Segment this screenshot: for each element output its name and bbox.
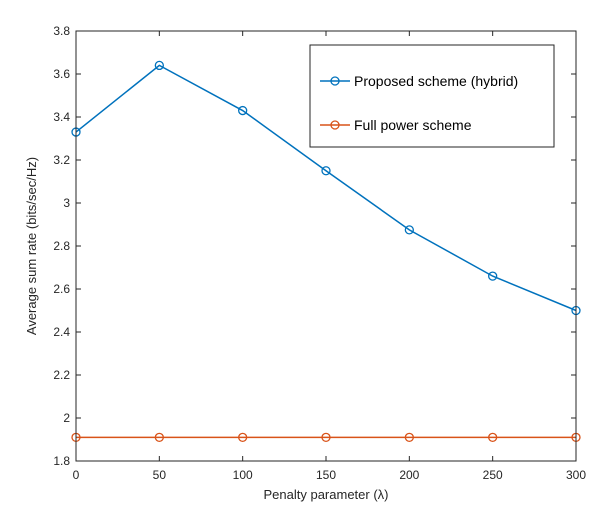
y-tick-label: 2.4 (53, 325, 70, 339)
data-point (154, 60, 164, 71)
data-point (488, 432, 498, 443)
legend-item-1: Proposed scheme (hybrid) (320, 73, 518, 89)
y-tick-label: 2 (63, 411, 70, 425)
x-tick-label: 200 (399, 468, 419, 482)
x-tick-label: 250 (483, 468, 503, 482)
series-line-1 (75, 64, 577, 312)
legend-marker (330, 120, 340, 130)
x-tick-label: 300 (566, 468, 586, 482)
x-axis-label: Penalty parameter (λ) (264, 487, 389, 502)
data-point (154, 432, 164, 443)
x-tick-label: 0 (73, 468, 80, 482)
y-tick-label: 3 (63, 196, 70, 210)
legend-label: Proposed scheme (hybrid) (354, 73, 518, 89)
data-point (321, 432, 331, 443)
y-tick-label: 3.2 (53, 153, 70, 167)
y-tick-label: 2.2 (53, 368, 70, 382)
data-point (404, 225, 414, 235)
legend: Proposed scheme (hybrid) Full power schem… (309, 44, 555, 148)
y-axis-label: Average sum rate (bits/sec/Hz) (24, 157, 39, 335)
data-point (321, 166, 331, 176)
y-tick-label: 1.8 (53, 454, 70, 468)
legend-item-2: Full power scheme (320, 117, 472, 133)
y-tick-label: 2.6 (53, 282, 70, 296)
data-point (404, 432, 414, 443)
x-tick-label: 100 (233, 468, 253, 482)
data-point (488, 271, 498, 281)
data-point (238, 432, 248, 443)
y-tick-label: 3.8 (53, 24, 70, 38)
series-2 (71, 432, 581, 443)
y-tick-label: 3.6 (53, 67, 70, 81)
y-tick-label: 2.8 (53, 239, 70, 253)
legend-marker (330, 76, 340, 86)
axes-layer: 0 50 100 150 200 250 300 1.8 2 2.2 2.4 2.6 2.8 3 3.2 3.… (53, 24, 586, 482)
data-point (238, 105, 248, 116)
x-tick-label: 50 (153, 468, 167, 482)
legend-label: Full power scheme (354, 117, 472, 133)
y-tick-label: 3.4 (53, 110, 70, 124)
legend-box (309, 44, 555, 148)
x-tick-label: 150 (316, 468, 336, 482)
